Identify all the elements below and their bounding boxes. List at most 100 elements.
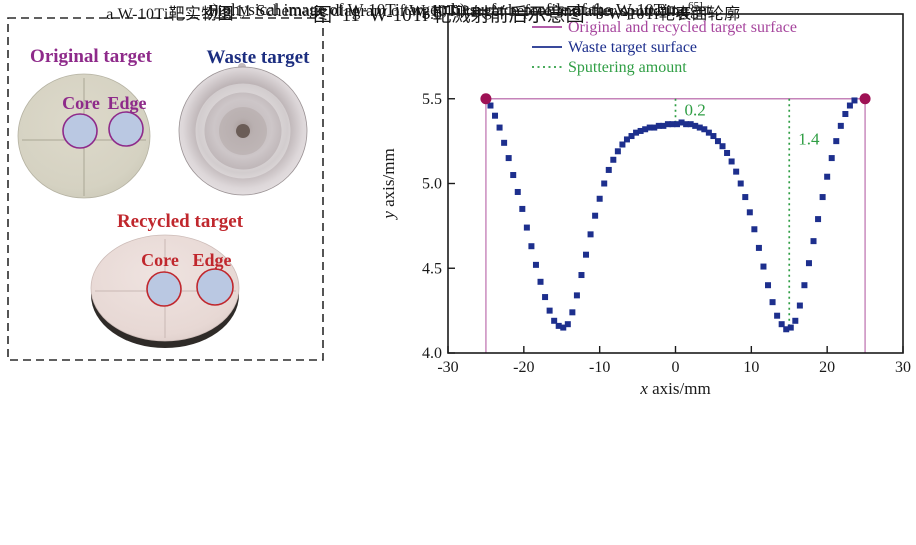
data-point [573,292,580,299]
surface-endpoint-dot [480,93,492,105]
data-point [496,124,503,131]
data-point [701,126,708,133]
data-point [783,326,790,333]
data-point [537,278,544,285]
y-tick-label: 4.0 [422,345,442,362]
data-point [642,126,649,133]
core-label-recycled: Core [141,250,179,270]
data-point [801,282,808,289]
panel-b-caption: b W-10Ti靶表面轮廓 [595,6,741,23]
data-point [542,294,549,301]
sputtering-amount-value: 1.4 [798,130,820,149]
data-point [519,205,526,212]
data-point [810,238,817,245]
data-point [778,321,785,328]
data-point [846,102,853,109]
data-point [769,299,776,306]
data-point [751,226,758,233]
data-point [487,102,494,109]
data-point [765,282,772,289]
edge-label-original: Edge [107,93,146,113]
figure-caption-chinese-text: 图 11 W-10Ti 靶溅射前后示意图 [313,5,585,26]
y-tick-label: 6.0 [422,6,442,23]
figure-caption-english-colon: : [702,1,708,20]
data-point [815,216,822,223]
data-point [492,112,499,119]
data-point [710,133,717,140]
dashed-border [7,17,324,361]
data-point [833,138,840,145]
data-point [687,121,694,128]
waste-target-photo [178,63,308,196]
data-point [651,124,658,131]
legend-label-1: Original and recycled target surface [568,19,797,36]
figure-caption-chinese-superscript: [65] [584,5,603,17]
data-point [692,122,699,129]
data-point [837,122,844,129]
surface-profile-chart: 0.2 1.4 -30 -20 -10 0 10 20 30 4.0 4.5 5.0 5.5 6.0 x a… [380,6,911,398]
core-marker-recycled [146,271,182,307]
data-point [669,121,676,128]
data-point [824,173,831,180]
figure-caption-chinese: 图 11 W-10Ti 靶溅射前后示意图[65] [0,0,916,27]
data-point [510,172,517,179]
data-point [560,324,567,331]
x-tick-label: -10 [589,359,610,376]
data-point [787,324,794,331]
edge-marker-original [108,111,144,147]
x-axis-label: x axis/mm [639,379,710,398]
data-point [583,251,590,258]
data-point [623,136,630,143]
data-point [569,309,576,316]
data-point [601,180,608,187]
data-point [796,302,803,309]
panel-a-photo-group: Original target Waste target Core Edge R… [7,17,324,361]
waste-target-label: Waste target [207,47,311,68]
recycled-target-photo [90,234,240,348]
x-tick-label: 0 [672,359,680,376]
data-point [728,158,735,165]
data-point [564,321,571,328]
original-target-photo [17,73,151,199]
data-point [805,260,812,267]
figure-caption-english-line1: Fig.11 Schematic diagram of W-10Ti targe… [0,0,916,21]
y-tick-label: 4.5 [422,260,442,277]
data-point [851,97,858,104]
data-point [719,143,726,150]
legend-label-2: Waste target surface [568,39,697,56]
data-point [610,156,617,163]
data-point [760,263,767,270]
data-point [514,188,521,195]
y-tick-label: 5.0 [422,176,442,193]
data-point [724,149,731,156]
data-point [678,119,685,126]
data-point [842,111,849,118]
data-point [828,155,835,162]
legend-label-3: Sputtering amount [568,59,687,76]
data-point [592,212,599,219]
core-marker-original [62,113,98,149]
data-point [646,124,653,131]
data-point [733,168,740,175]
figure-caption-english-text: Fig.11 Schematic diagram of W-10Ti targe… [208,1,689,20]
data-point [637,127,644,134]
data-point [705,129,712,136]
data-point [528,243,535,250]
x-tick-label: -20 [513,359,534,376]
x-tick-label: -30 [437,359,458,376]
sputtering-amount-value: 0.2 [685,101,706,120]
data-point [551,317,558,324]
x-tick-label: 30 [895,359,911,376]
data-point [614,148,621,155]
data-point [714,138,721,145]
data-point [555,322,562,329]
data-point [546,307,553,314]
data-point [628,133,635,140]
data-point [755,244,762,251]
data-point [660,122,667,129]
erosion-ring-highlight [195,83,291,179]
data-point [605,166,612,173]
surface-endpoint-dot [859,93,871,105]
data-point [619,141,626,148]
